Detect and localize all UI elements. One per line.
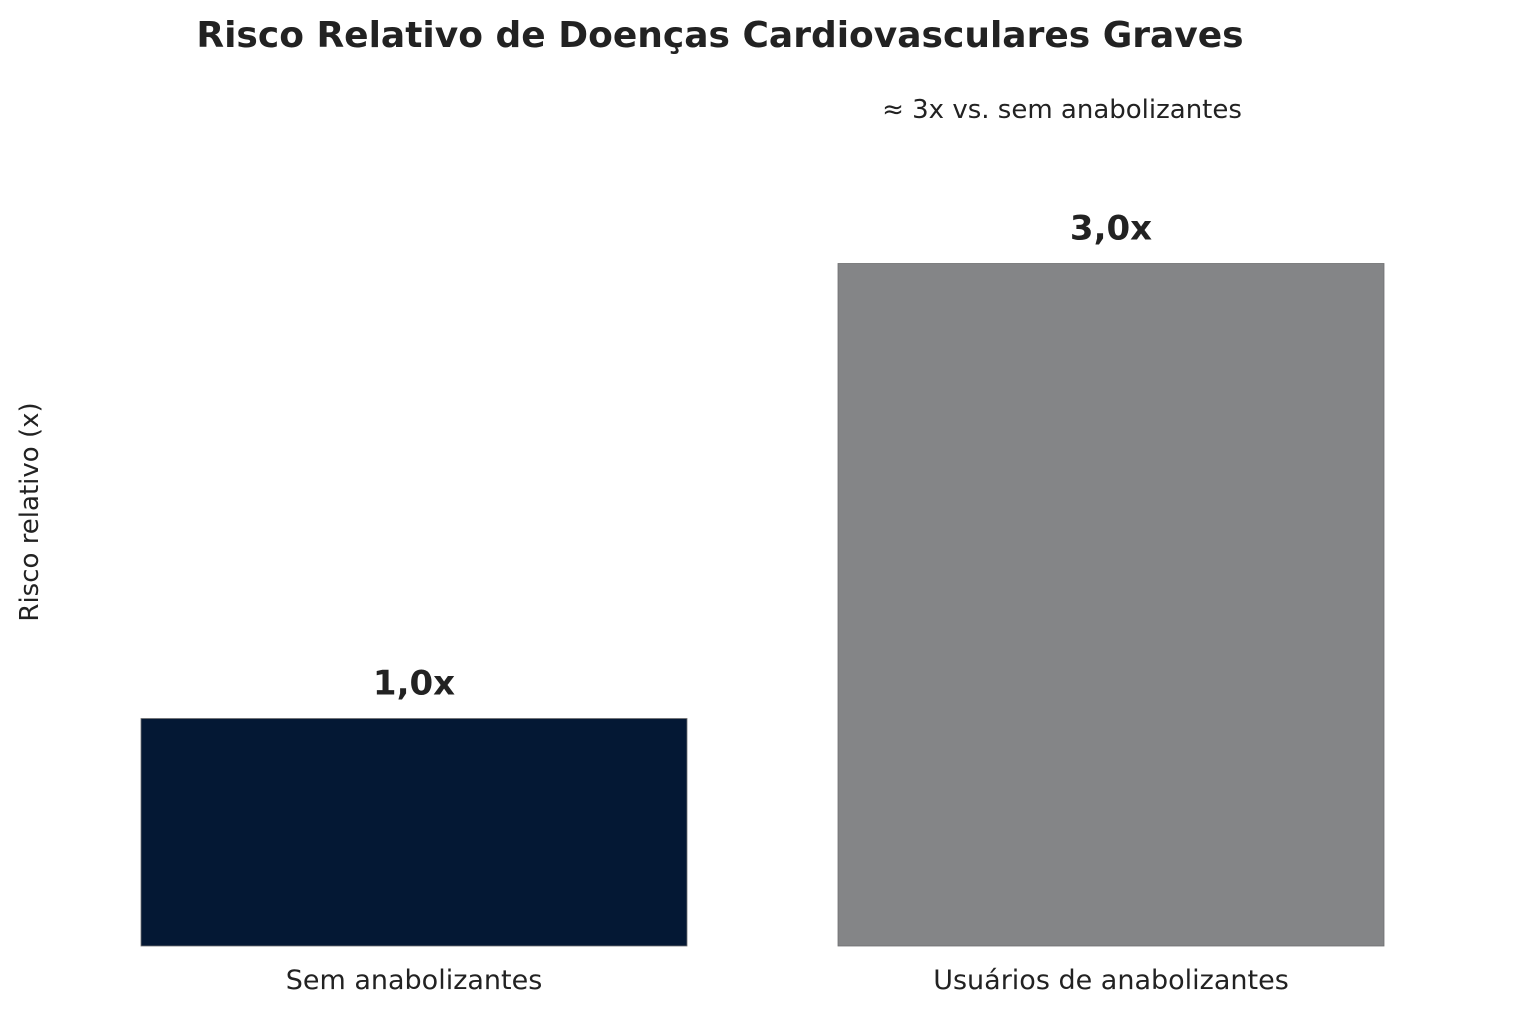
x-tick-label-1: Usuários de anabolizantes [933,965,1289,996]
y-axis-label: Risco relativo (x) [15,402,45,621]
bar-0 [140,718,688,947]
value-label-1: 3,0x [1070,209,1152,249]
bars-group: 1,0x Sem anabolizantes 3,0x Usuários de ana… [140,209,1385,996]
value-label-0: 1,0x [373,664,455,704]
x-tick-label-0: Sem anabolizantes [286,965,543,996]
chart-annotation: ≈ 3x vs. sem anabolizantes [882,95,1242,125]
bar-1 [837,263,1385,947]
chart-title: Risco Relativo de Doenças Cardiovascular… [196,15,1243,56]
